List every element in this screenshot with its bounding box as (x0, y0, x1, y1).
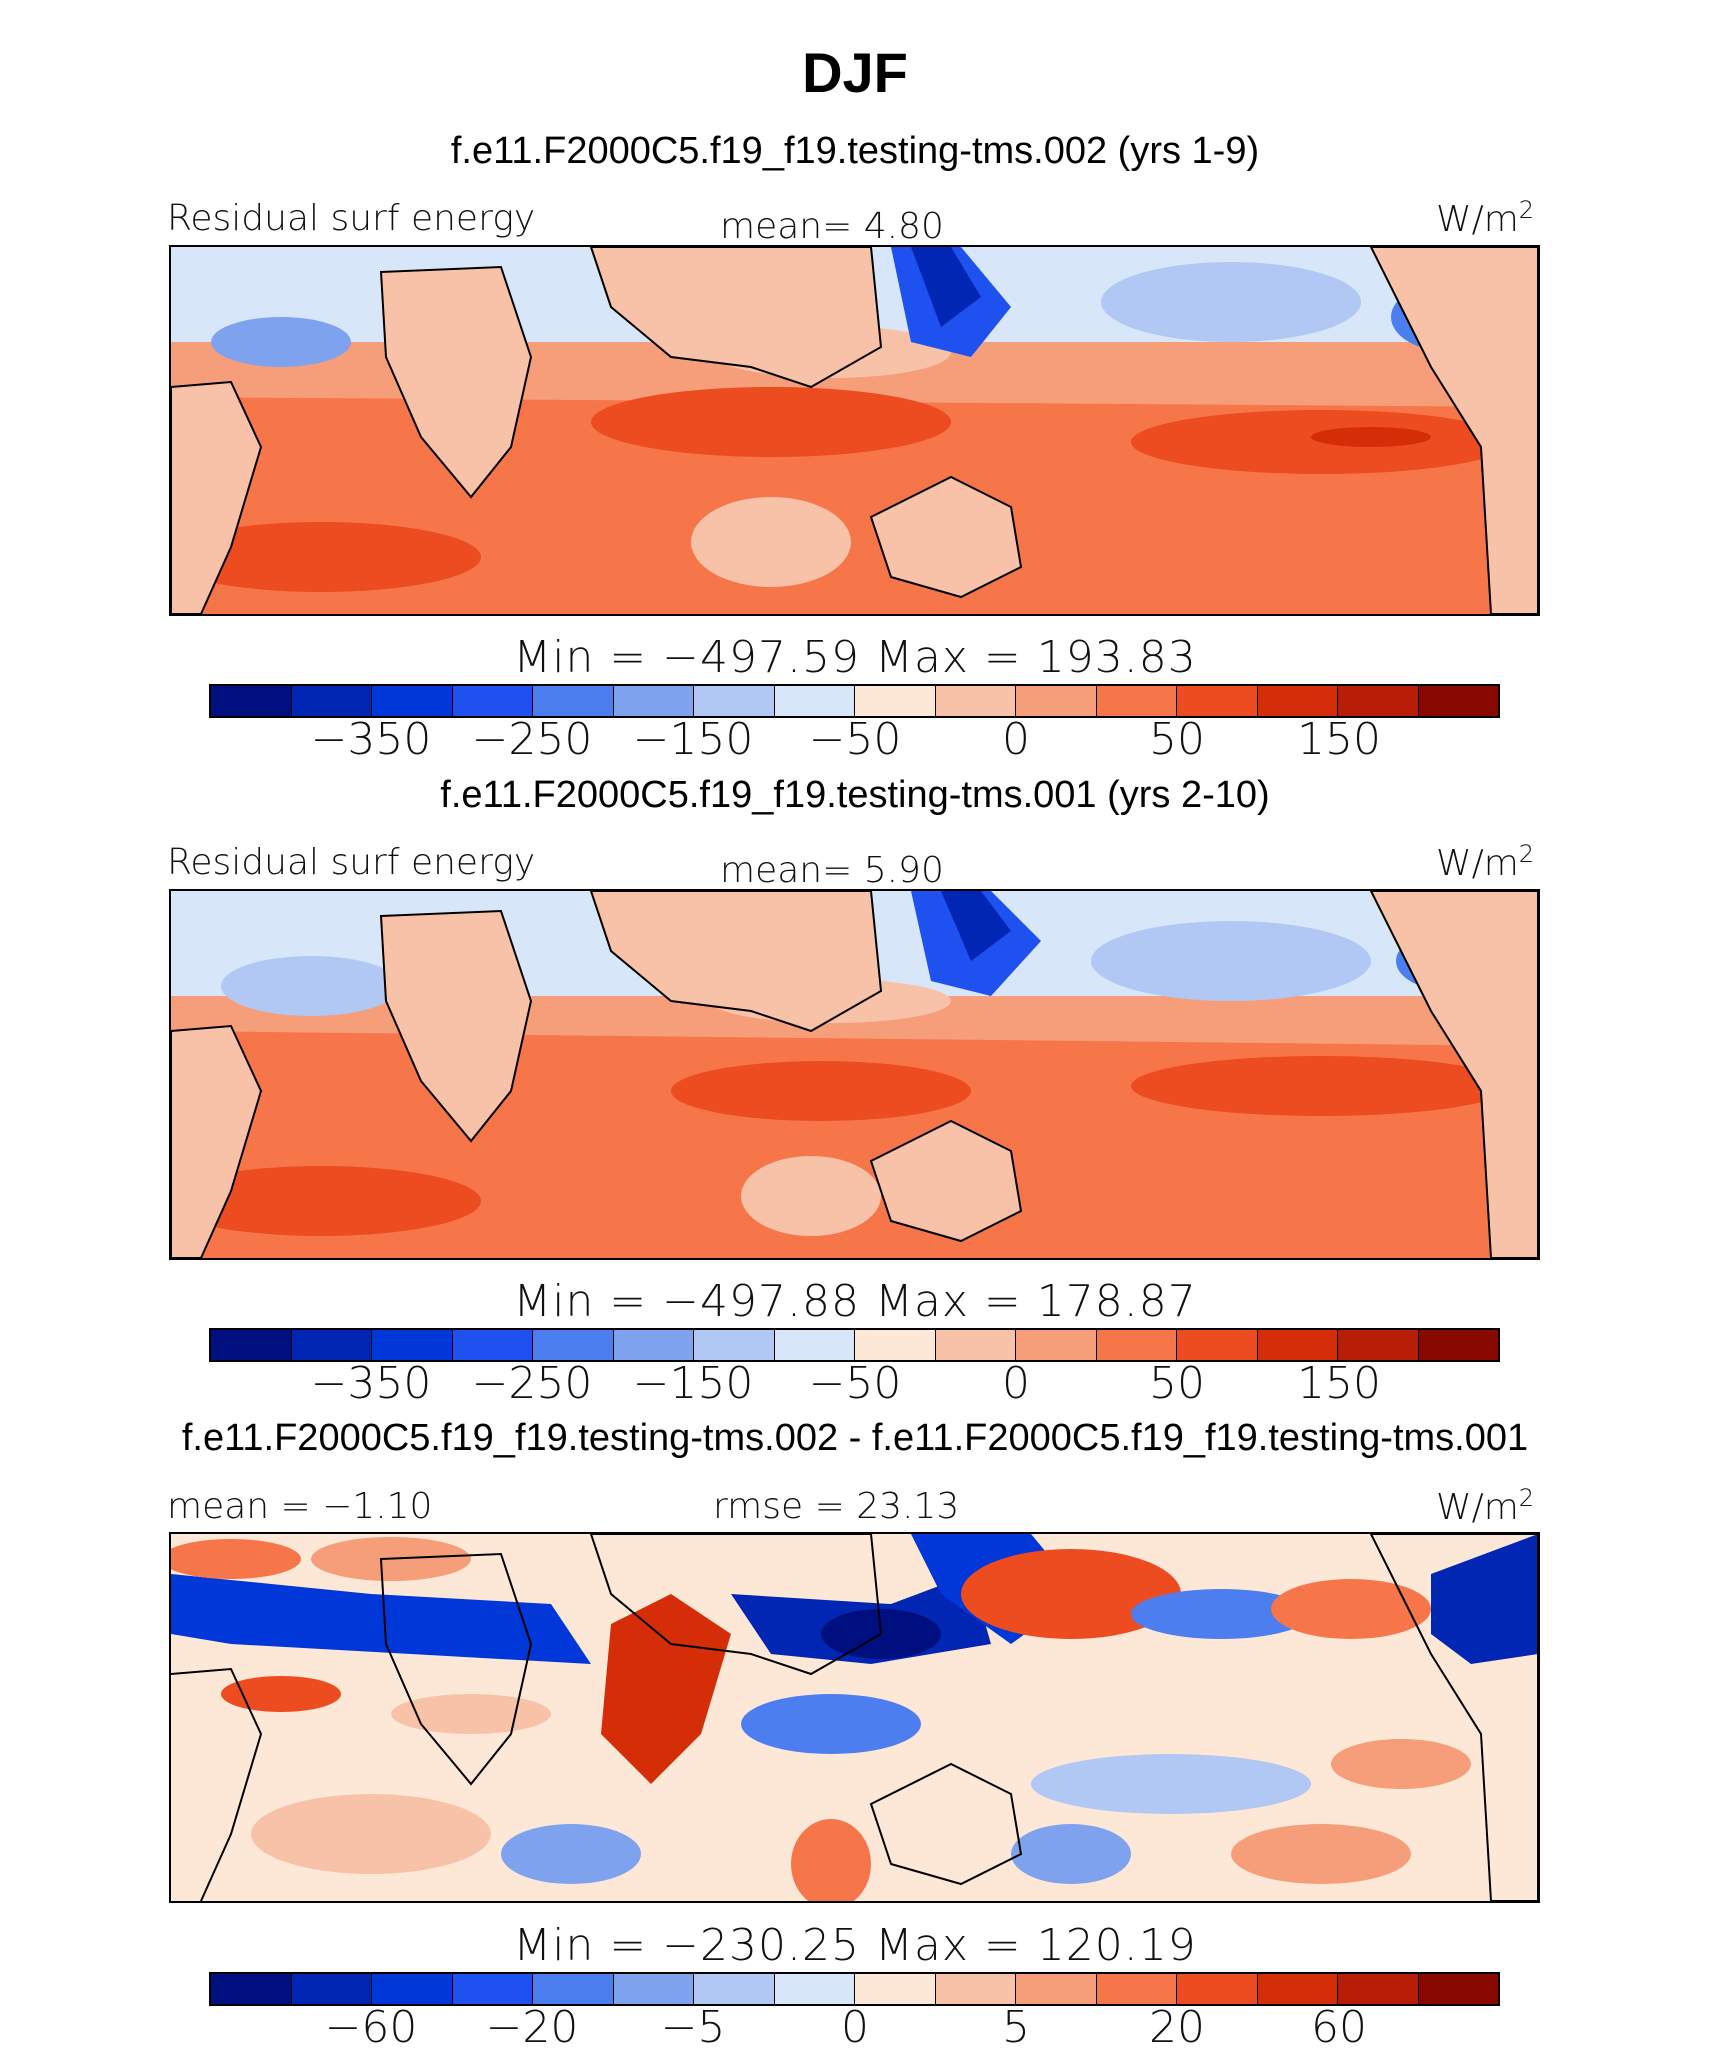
colorbar-3-swatch-3 (372, 1974, 453, 2004)
panel-2-tick: −50 (808, 1358, 902, 1409)
panel-2-minmax: Min = −497.88 Max = 178.87 (513, 1276, 1197, 1327)
colorbar-1-swatch-14 (1257, 686, 1338, 716)
colorbar-2-swatch-1 (211, 1330, 292, 1360)
colorbar-3-swatch-9 (855, 1974, 936, 2004)
colorbar-1-swatch-6 (613, 686, 694, 716)
colorbar-1-swatch-9 (855, 686, 936, 716)
panel-3-tick: 5 (1002, 2002, 1030, 2053)
panel-1-tick: −350 (310, 714, 432, 765)
colorbar-2-swatch-2 (291, 1330, 372, 1360)
panel-2-tick: 50 (1149, 1358, 1205, 1409)
colorbar-3-swatch-16 (1418, 1974, 1498, 2004)
colorbar-1-swatch-4 (452, 686, 533, 716)
colorbar-3-swatch-6 (613, 1974, 694, 2004)
colorbar-3-swatch-10 (935, 1974, 1016, 2004)
colorbar-2-swatch-4 (452, 1330, 533, 1360)
colorbar-3-swatch-4 (452, 1974, 533, 2004)
colorbar-1-swatch-15 (1338, 686, 1419, 716)
colorbar-3-swatch-12 (1096, 1974, 1177, 2004)
panel-1-map (169, 245, 1540, 616)
colorbar-1-swatch-3 (372, 686, 453, 716)
panel-1-variable-label: Residual surf energy (167, 198, 536, 239)
colorbar-3-swatch-8 (774, 1974, 855, 2004)
panel-1-tick: 150 (1297, 714, 1381, 765)
panel-1-colorbar (209, 684, 1500, 718)
colorbar-2-swatch-14 (1257, 1330, 1338, 1360)
colorbar-1-swatch-10 (935, 686, 1016, 716)
panel-1-units: W/m2 (1436, 196, 1535, 240)
panel-1-tick: −150 (632, 714, 754, 765)
panel-2-units: W/m2 (1436, 840, 1535, 884)
panel-2-map (169, 889, 1540, 1260)
colorbar-2-swatch-11 (1016, 1330, 1097, 1360)
colorbar-2-swatch-7 (694, 1330, 775, 1360)
colorbar-1-swatch-5 (533, 686, 614, 716)
panel-1-minmax: Min = −497.59 Max = 193.83 (513, 632, 1197, 683)
panel-3-tick: −60 (324, 2002, 418, 2053)
colorbar-1-swatch-12 (1096, 686, 1177, 716)
panel-3-rmse-label: rmse = 23.13 (713, 1486, 960, 1527)
colorbar-1-swatch-2 (291, 686, 372, 716)
panel-3-tick: 0 (841, 2002, 869, 2053)
panel-2-tick: 150 (1297, 1358, 1381, 1409)
colorbar-2-swatch-9 (855, 1330, 936, 1360)
colorbar-2-swatch-6 (613, 1330, 694, 1360)
panel-3-tick: −5 (660, 2002, 726, 2053)
colorbar-2-swatch-8 (774, 1330, 855, 1360)
panel-1-tick: 50 (1149, 714, 1205, 765)
colorbar-3-swatch-2 (291, 1974, 372, 2004)
colorbar-2-swatch-15 (1338, 1330, 1419, 1360)
panel-3-units: W/m2 (1436, 1484, 1535, 1528)
colorbar-3-swatch-13 (1177, 1974, 1258, 2004)
colorbar-2-swatch-13 (1177, 1330, 1258, 1360)
panel-1-tick: −250 (471, 714, 593, 765)
panel-2-colorbar (209, 1328, 1500, 1362)
panel-2-tick: −250 (471, 1358, 593, 1409)
colorbar-1-swatch-11 (1016, 686, 1097, 716)
panel-1-case-title: f.e11.F2000C5.f19_f19.testing-tms.002 (y… (450, 130, 1260, 172)
colorbar-1-swatch-7 (694, 686, 775, 716)
colorbar-1-swatch-8 (774, 686, 855, 716)
colorbar-1-swatch-13 (1177, 686, 1258, 716)
panel-2-case-title: f.e11.F2000C5.f19_f19.testing-tms.001 (y… (440, 774, 1270, 816)
panel-3-tick: 60 (1311, 2002, 1367, 2053)
panel-3-mean-label: mean = −1.10 (167, 1486, 433, 1527)
panel-3-tick: 20 (1149, 2002, 1205, 2053)
panel-2-variable-label: Residual surf energy (167, 842, 536, 883)
panel-2-tick: 0 (1002, 1358, 1030, 1409)
colorbar-2-swatch-3 (372, 1330, 453, 1360)
colorbar-1-swatch-1 (211, 686, 292, 716)
panel-1-tick: 0 (1002, 714, 1030, 765)
colorbar-1-swatch-16 (1418, 686, 1498, 716)
figure-title: DJF (802, 41, 908, 104)
panel-3-tick: −20 (485, 2002, 579, 2053)
colorbar-2-swatch-16 (1418, 1330, 1498, 1360)
colorbar-3-swatch-7 (694, 1974, 775, 2004)
colorbar-3-swatch-15 (1338, 1974, 1419, 2004)
colorbar-2-swatch-5 (533, 1330, 614, 1360)
colorbar-3-swatch-11 (1016, 1974, 1097, 2004)
colorbar-3-swatch-14 (1257, 1974, 1338, 2004)
panel-3-map (169, 1532, 1540, 1903)
colorbar-2-swatch-10 (935, 1330, 1016, 1360)
panel-3-minmax: Min = −230.25 Max = 120.19 (513, 1920, 1197, 1971)
colorbar-3-swatch-1 (211, 1974, 292, 2004)
panel-2-mean-label: mean= 5.90 (720, 850, 944, 891)
colorbar-3-swatch-5 (533, 1974, 614, 2004)
panel-1-mean-label: mean= 4.80 (720, 206, 944, 247)
panel-1-tick: −50 (808, 714, 902, 765)
panel-2-tick: −350 (310, 1358, 432, 1409)
colorbar-2-swatch-12 (1096, 1330, 1177, 1360)
panel-3-colorbar (209, 1972, 1500, 2006)
panel-2-tick: −150 (632, 1358, 754, 1409)
panel-3-case-title: f.e11.F2000C5.f19_f19.testing-tms.002 - … (181, 1417, 1529, 1459)
